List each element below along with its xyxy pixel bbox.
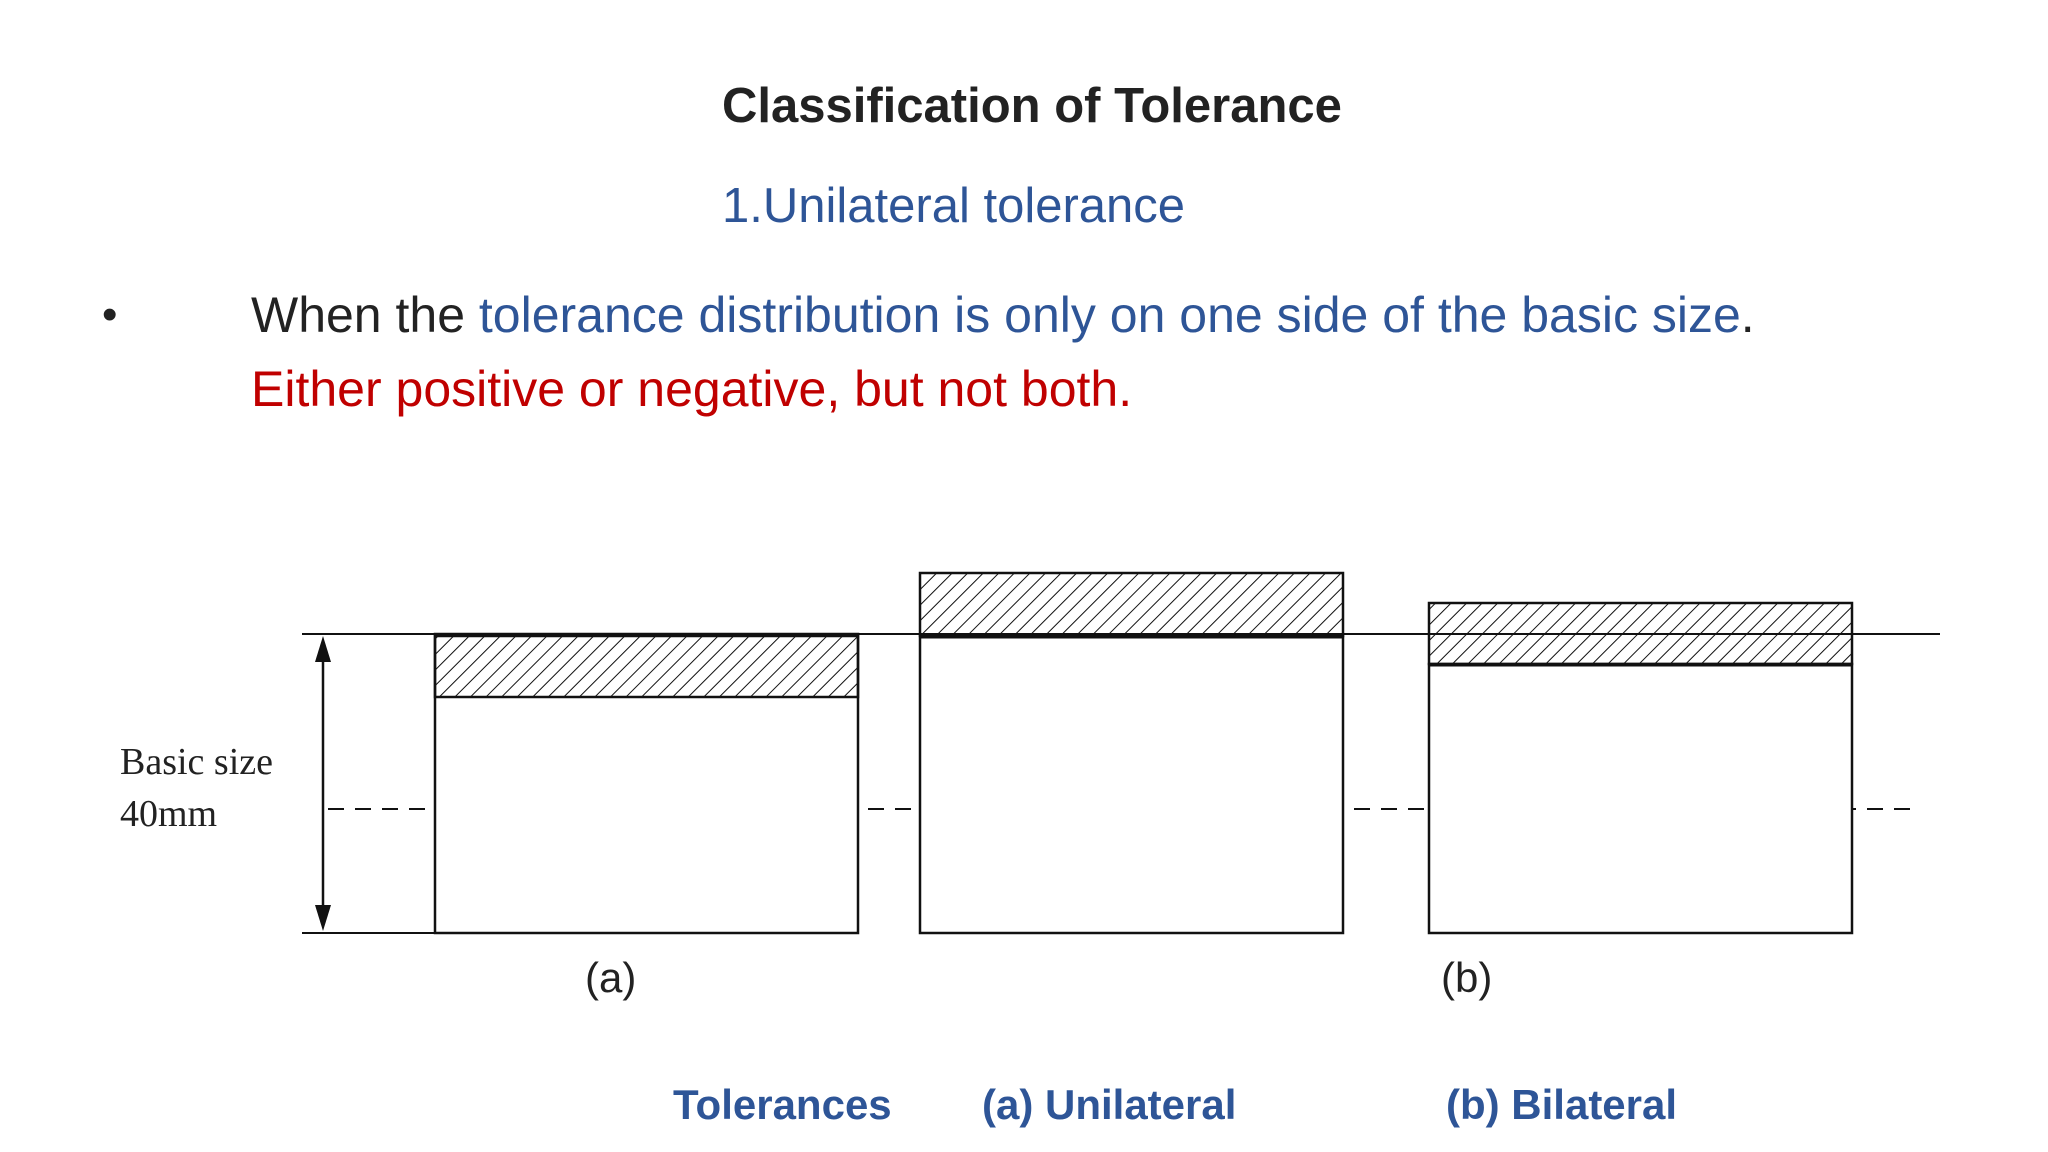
bullet-line-1-prefix: When the (251, 287, 479, 343)
dimension-arrow (315, 636, 331, 931)
tolerance-zone-a-positive (918, 571, 1345, 638)
box-a-negative (433, 632, 860, 935)
bullet-line-1-highlight: tolerance distribution is only on one si… (478, 287, 1741, 343)
basic-size-value: 40mm (120, 793, 217, 835)
bullet-line-1-suffix: . (1740, 287, 1755, 343)
diagram-label-a: (a) (585, 954, 636, 1001)
bullet-line-2: Either positive or negative, but not bot… (251, 361, 1133, 417)
slide-subtitle: 1.Unilateral tolerance (722, 179, 1186, 233)
slide-title: Classification of Tolerance (722, 79, 1342, 133)
tolerance-zone-a-negative (433, 634, 860, 699)
bullet-marker: • (102, 290, 118, 339)
caption-bilateral: (b) Bilateral (1446, 1081, 1678, 1128)
caption-tolerances: Tolerances (673, 1081, 892, 1128)
bullet-line-1: When the tolerance distribution is only … (251, 286, 1755, 344)
diagram-label-b: (b) (1441, 954, 1492, 1001)
tolerance-zone-b-bilateral (1427, 601, 1854, 666)
box-b-bilateral (1427, 601, 1854, 935)
caption-unilateral: (a) Unilateral (982, 1081, 1237, 1128)
basic-size-label: Basic size (120, 741, 273, 783)
box-a-positive (918, 571, 1345, 935)
